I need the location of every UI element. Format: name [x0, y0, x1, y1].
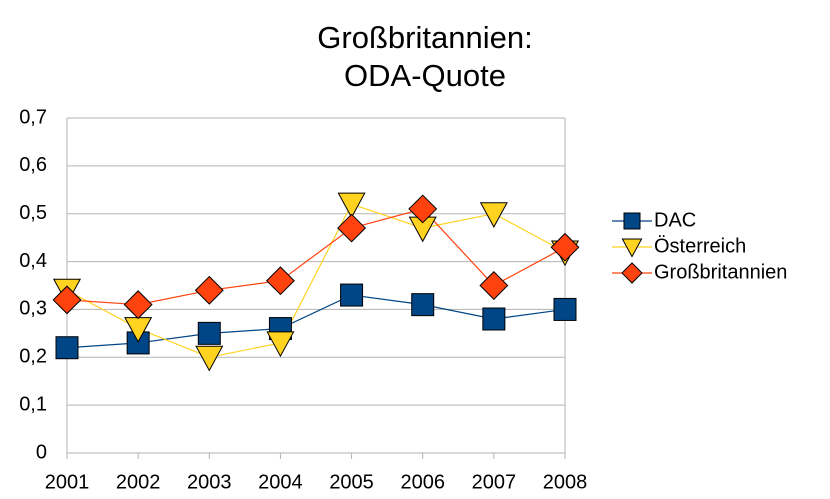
marker [408, 194, 438, 224]
marker [621, 238, 643, 258]
series-line [66, 203, 566, 358]
marker [123, 290, 153, 320]
marker [550, 232, 580, 262]
y-tick-label: 0,1 [19, 393, 47, 415]
marker [553, 297, 577, 321]
chart-title: ODA-Quote [344, 58, 506, 93]
marker [52, 285, 82, 315]
series-line [66, 294, 566, 349]
marker [621, 262, 643, 284]
y-tick-label: 0,2 [19, 346, 47, 368]
legend-label: DAC [654, 209, 696, 231]
y-tick-label: 0,4 [19, 250, 47, 272]
x-tick-label: 2004 [258, 471, 303, 493]
marker [266, 331, 295, 358]
x-tick-label: 2005 [329, 471, 374, 493]
marker [479, 202, 508, 228]
marker [337, 192, 366, 219]
marker [55, 336, 79, 360]
marker [194, 275, 224, 305]
marker [623, 212, 641, 230]
marker [479, 271, 509, 300]
y-tick-label: 0,5 [19, 202, 47, 224]
marker [265, 266, 295, 296]
x-tick-label: 2002 [116, 471, 161, 493]
marker [482, 307, 506, 331]
marker [340, 283, 364, 307]
y-tick-label: 0,3 [19, 298, 47, 320]
legend-label: Österreich [654, 235, 746, 257]
x-tick-label: 2007 [472, 471, 517, 493]
marker [195, 345, 224, 372]
x-tick-label: 2006 [400, 471, 445, 493]
y-tick-label: 0,6 [19, 154, 47, 176]
y-tick-label: 0 [36, 441, 47, 463]
marker [337, 213, 367, 243]
marker [411, 293, 435, 317]
marker [197, 321, 221, 345]
x-tick-label: 2001 [45, 471, 90, 493]
legend-label: Großbritannien [654, 261, 787, 283]
chart-title: Großbritannien: [317, 20, 532, 55]
x-tick-label: 2003 [187, 471, 232, 493]
x-tick-label: 2008 [543, 471, 588, 493]
y-tick-label: 0,7 [19, 106, 47, 128]
